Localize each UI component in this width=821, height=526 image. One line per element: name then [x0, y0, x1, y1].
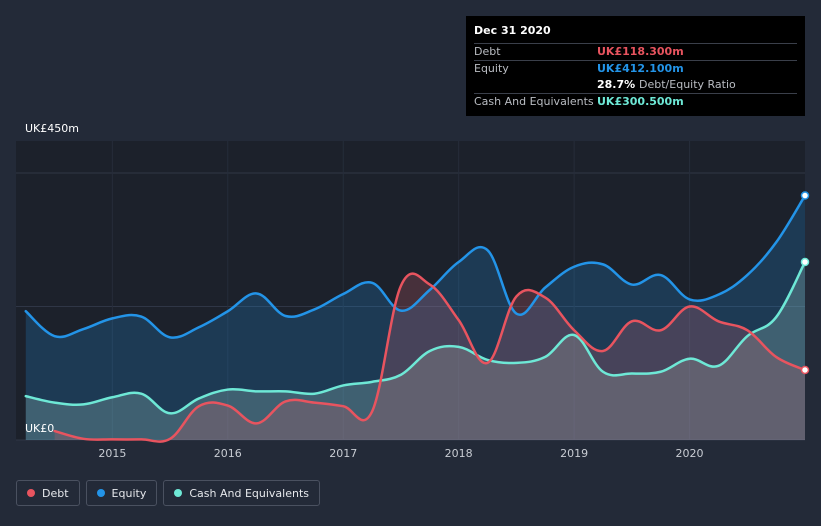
- debt-endpoint[interactable]: [800, 365, 810, 375]
- x-tick-label: 2018: [445, 447, 473, 460]
- tooltip-value-cash: UK£300.500m: [597, 95, 684, 108]
- plot-background: [16, 141, 805, 440]
- tooltip-panel: Dec 31 2020 Debt UK£118.300m Equity UK£4…: [466, 16, 805, 116]
- x-tick-label: 2017: [329, 447, 357, 460]
- x-tick-label: 2015: [98, 447, 126, 460]
- tooltip-value-ratio: 28.7% Debt/Equity Ratio: [597, 77, 736, 93]
- y-axis-max-label: UK£450m: [25, 122, 79, 135]
- legend-item-debt[interactable]: Debt: [16, 480, 80, 506]
- legend-item-equity[interactable]: Equity: [85, 480, 158, 506]
- debt-line: [53, 272, 807, 443]
- tooltip-label-cash: Cash And Equivalents: [474, 95, 594, 108]
- tooltip-ratio-number: 28.7%: [597, 78, 636, 91]
- tooltip-ratio-suffix: Debt/Equity Ratio: [639, 78, 736, 91]
- cash-and-equivalents-endpoint[interactable]: [800, 257, 810, 267]
- tooltip-value-debt: UK£118.300m: [597, 45, 684, 58]
- debt-dot-icon: [27, 489, 35, 497]
- cash-and-equivalents-area: [25, 262, 806, 440]
- debt-area: [54, 273, 806, 442]
- equity-line: [24, 194, 807, 339]
- cash-and-equivalents-line: [24, 260, 807, 415]
- y-axis-min-label: UK£0: [25, 422, 55, 435]
- legend-label-equity: Equity: [111, 486, 147, 500]
- equity-endpoint[interactable]: [800, 191, 810, 200]
- tooltip-row-cash: Cash And Equivalents UK£300.500m: [474, 93, 797, 110]
- equity-area: [25, 195, 806, 440]
- series-areas: [25, 195, 806, 442]
- x-tick-label: 2020: [676, 447, 704, 460]
- legend-item-cash[interactable]: Cash And Equivalents: [163, 480, 320, 506]
- cash-dot-icon: [174, 489, 183, 497]
- tooltip-date: Dec 31 2020: [474, 24, 551, 37]
- x-axis: 2015 2016 2017 2018 2019 2020: [98, 447, 703, 460]
- legend-label-cash: Cash And Equivalents: [189, 486, 309, 500]
- tooltip-row-equity: Equity UK£412.100m: [474, 60, 797, 77]
- series-lines: [24, 194, 807, 443]
- tooltip-value-equity: UK£412.100m: [597, 62, 684, 75]
- x-tick-label: 2016: [214, 447, 242, 460]
- legend: Debt Equity Cash And Equivalents: [16, 480, 320, 506]
- tooltip-label-ratio: [474, 77, 597, 93]
- series-endpoints[interactable]: [800, 191, 810, 375]
- legend-label-debt: Debt: [42, 486, 69, 500]
- x-tick-label: 2019: [560, 447, 588, 460]
- tooltip-label-debt: Debt: [474, 45, 501, 58]
- tooltip-row-ratio: 28.7% Debt/Equity Ratio: [474, 77, 797, 93]
- tooltip-label-equity: Equity: [474, 62, 509, 75]
- equity-dot-icon: [96, 489, 105, 497]
- tooltip-row-debt: Debt UK£118.300m: [474, 43, 797, 60]
